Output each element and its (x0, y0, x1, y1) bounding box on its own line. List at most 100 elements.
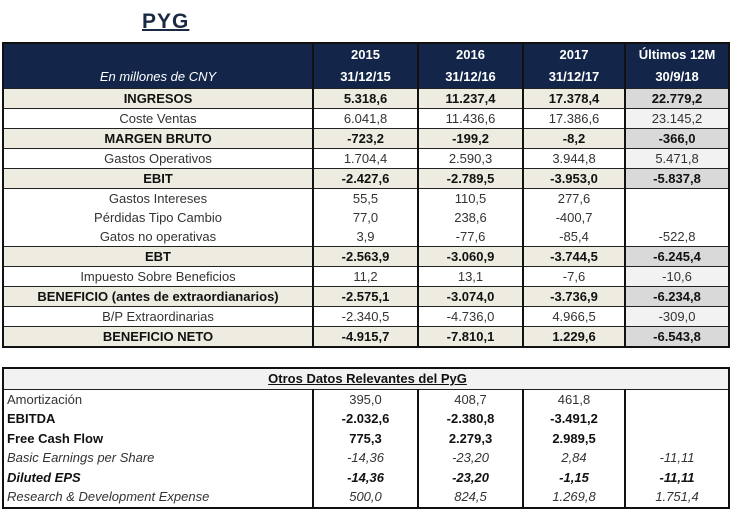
row-label: EBT (3, 246, 314, 267)
value-cell: -3.736,9 (522, 286, 626, 307)
year-2017: 2017 (522, 43, 625, 66)
row-label: Coste Ventas (3, 108, 314, 129)
row-label: BENEFICIO NETO (3, 326, 314, 348)
value-cell: -366,0 (624, 128, 730, 149)
value-cell: -2.380,8 (417, 409, 523, 429)
value-cell: -199,2 (417, 128, 524, 149)
header-row-years: 2015 2016 2017 Últimos 12M (3, 43, 729, 66)
table-row: Impuesto Sobre Beneficios 11,2 13,1 -7,6 -10… (3, 266, 730, 287)
value-cell: 824,5 (417, 487, 523, 508)
table-row: Pérdidas Tipo Cambio 77,0 238,6 -400,7 (3, 208, 730, 227)
year-ltm: Últimos 12M (624, 43, 729, 66)
value-cell: -400,7 (522, 208, 626, 227)
table-row: Free Cash Flow 775,3 2.279,3 2.989,5 (3, 428, 730, 448)
value-cell: 1.751,4 (623, 487, 730, 508)
value-cell: 13,1 (417, 266, 524, 287)
table-row: Diluted EPS -14,36 -23,20 -1,15 -11,11 (3, 467, 730, 487)
year-2015: 2015 (312, 43, 418, 66)
value-cell: 1.269,8 (522, 487, 625, 508)
row-label: Pérdidas Tipo Cambio (3, 208, 314, 227)
value-cell: 2.590,3 (417, 148, 524, 169)
value-cell: -1,15 (522, 467, 625, 487)
row-label: Research & Development Expense (7, 489, 210, 504)
row-label: Impuesto Sobre Beneficios (3, 266, 314, 287)
value-cell: 5.318,6 (312, 88, 419, 109)
value-cell: -6.245,4 (624, 246, 730, 267)
income-statement-table: 2015 2016 2017 Últimos 12M En millones d… (2, 42, 730, 348)
row-label: Gastos Intereses (3, 188, 314, 208)
value-cell: -2.563,9 (312, 246, 419, 267)
table-row: EBIT -2.427,6 -2.789,5 -3.953,0 -5.837,8 (3, 168, 730, 189)
value-cell: 17.378,4 (522, 88, 626, 109)
page-title: PYG (142, 10, 190, 33)
value-cell: -23,20 (417, 448, 523, 468)
row-label: Amortización (7, 391, 83, 407)
value-cell: -7.810,1 (417, 326, 524, 348)
value-cell: -7,6 (522, 266, 626, 287)
value-cell: 3,9 (312, 227, 419, 247)
row-label: Free Cash Flow (7, 430, 104, 446)
value-cell: 1.229,6 (522, 326, 626, 348)
header-row-dates: En millones de CNY 31/12/15 31/12/16 31/… (3, 66, 729, 89)
date-2016: 31/12/16 (417, 66, 523, 89)
value-cell (623, 409, 730, 429)
other-data-title: Otros Datos Relevantes del PyG (3, 368, 730, 390)
value-cell (624, 188, 730, 208)
table-row: Research & Development Expense 500,0 824,5… (3, 487, 730, 508)
value-cell: 6.041,8 (312, 108, 419, 129)
table-row: BENEFICIO (antes de extraordianarios) -2.… (3, 286, 730, 307)
value-cell: 2,84 (522, 448, 625, 468)
value-cell: -3.060,9 (417, 246, 524, 267)
row-label: Gastos Operativos (3, 148, 314, 169)
value-cell: 5.471,8 (624, 148, 730, 169)
value-cell: -309,0 (624, 306, 730, 327)
row-label: Basic Earnings per Share (7, 450, 155, 465)
table-row: INGRESOS 5.318,6 11.237,4 17.378,4 22.779,2 (3, 88, 730, 109)
table-row: Gastos Operativos 1.704,4 2.590,3 3.944,8 5.… (3, 148, 730, 169)
table-row: MARGEN BRUTO -723,2 -199,2 -8,2 -366,0 (3, 128, 730, 149)
table-row: EBT -2.563,9 -3.060,9 -3.744,5 -6.245,4 (3, 246, 730, 267)
value-cell: -5.837,8 (624, 168, 730, 189)
value-cell: 110,5 (417, 188, 524, 208)
date-2015: 31/12/15 (312, 66, 418, 89)
value-cell: -23,20 (417, 467, 523, 487)
value-cell: 500,0 (312, 487, 418, 508)
value-cell: 23.145,2 (624, 108, 730, 129)
value-cell: -77,6 (417, 227, 524, 247)
value-cell: -3.744,5 (522, 246, 626, 267)
row-label: Gatos no operativas (3, 227, 314, 247)
value-cell: -85,4 (522, 227, 626, 247)
value-cell: -4.736,0 (417, 306, 524, 327)
value-cell: -10,6 (624, 266, 730, 287)
table-row: BENEFICIO NETO -4.915,7 -7.810,1 1.229,6 -6.… (3, 326, 730, 348)
value-cell: 77,0 (312, 208, 419, 227)
table-row: Coste Ventas 6.041,8 11.436,6 17.386,6 23.14… (3, 108, 730, 129)
value-cell: 395,0 (312, 389, 418, 409)
unit-label: En millones de CNY (3, 66, 313, 89)
value-cell: -3.074,0 (417, 286, 524, 307)
value-cell (624, 208, 730, 227)
value-cell (623, 389, 730, 409)
table-row: EBITDA -2.032,6 -2.380,8 -3.491,2 (3, 409, 730, 429)
row-label: BENEFICIO (antes de extraordianarios) (3, 286, 314, 307)
value-cell: 55,5 (312, 188, 419, 208)
value-cell: 22.779,2 (624, 88, 730, 109)
table-row: Basic Earnings per Share -14,36 -23,20 2,84… (3, 448, 730, 468)
value-cell: 17.386,6 (522, 108, 626, 129)
value-cell: 408,7 (417, 389, 523, 409)
year-2016: 2016 (417, 43, 523, 66)
value-cell: -14,36 (312, 467, 418, 487)
value-cell: -8,2 (522, 128, 626, 149)
value-cell: -2.427,6 (312, 168, 419, 189)
value-cell: -4.915,7 (312, 326, 419, 348)
value-cell: -2.575,1 (312, 286, 419, 307)
value-cell: -2.340,5 (312, 306, 419, 327)
value-cell: -11,11 (623, 467, 730, 487)
value-cell: 11.237,4 (417, 88, 524, 109)
table-row: Gastos Intereses 55,5 110,5 277,6 (3, 188, 730, 208)
value-cell: -522,8 (624, 227, 730, 247)
other-data-header: Otros Datos Relevantes del PyG (3, 368, 730, 390)
value-cell: -3.491,2 (522, 409, 625, 429)
table-row: Gatos no operativas 3,9 -77,6 -85,4 -522,8 (3, 227, 730, 247)
value-cell: -11,11 (623, 448, 730, 468)
